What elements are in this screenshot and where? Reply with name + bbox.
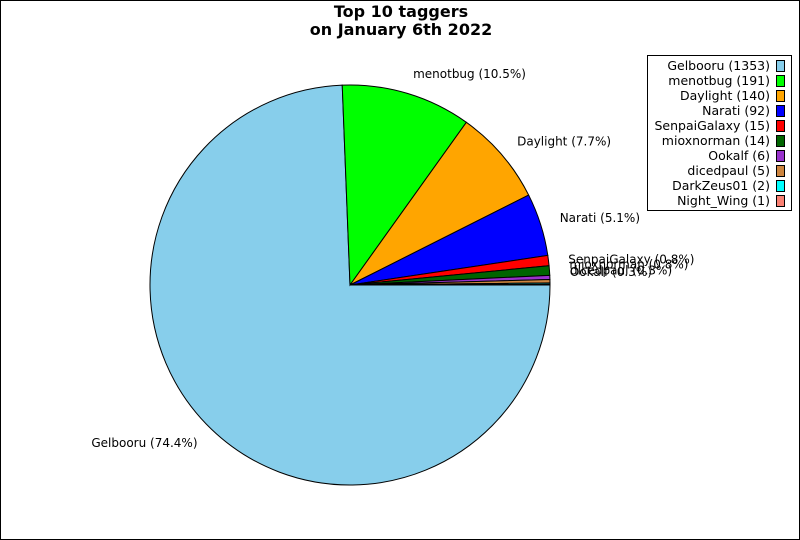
legend-label: SenpaiGalaxy (15) — [654, 118, 770, 133]
pie-label-menotbug: menotbug (10.5%) — [413, 67, 526, 81]
legend-item: menotbug (191) — [668, 73, 785, 88]
legend-swatch — [776, 59, 785, 72]
pie-label-mioxnorman: mioxnorman (0.8%) — [569, 258, 688, 272]
legend-label: Night_Wing (1) — [677, 193, 770, 208]
legend-swatch — [776, 164, 785, 177]
legend-swatch — [776, 74, 785, 87]
pie-label-ookalf: Ookalf (0.3%) — [570, 265, 652, 279]
chart-title: Top 10 taggers on January 6th 2022 — [1, 3, 800, 39]
legend-swatch — [776, 134, 785, 147]
legend-label: Gelbooru (1353) — [667, 58, 770, 73]
legend-label: mioxnorman (14) — [661, 133, 770, 148]
legend-label: Narati (92) — [702, 103, 770, 118]
pie-label-narati: Narati (5.1%) — [560, 211, 640, 225]
legend-label: menotbug (191) — [668, 73, 770, 88]
pie-label-gelbooru: Gelbooru (74.4%) — [91, 436, 197, 450]
chart-title-line-1: Top 10 taggers — [333, 2, 469, 21]
pie-label-senpaigalaxy: SenpaiGalaxy (0.8%) — [568, 253, 694, 267]
legend-label: dicedpaul (5) — [687, 163, 770, 178]
legend-item: dicedpaul (5) — [687, 163, 785, 178]
legend-label: DarkZeus01 (2) — [672, 178, 770, 193]
legend-item: DarkZeus01 (2) — [672, 178, 785, 193]
pie-slice-menotbug — [341, 84, 468, 287]
legend-label: Daylight (140) — [680, 88, 770, 103]
legend-item: Ookalf (6) — [708, 148, 785, 163]
legend-swatch — [776, 119, 785, 132]
pie-slice-daylight — [349, 121, 530, 286]
pie-label-daylight: Daylight (7.7%) — [517, 134, 611, 148]
legend-swatch — [776, 179, 785, 192]
legend-swatch — [776, 104, 785, 117]
legend-item: mioxnorman (14) — [662, 133, 785, 148]
legend-item: Narati (92) — [702, 103, 785, 118]
legend-item: Daylight (140) — [680, 88, 785, 103]
legend-swatch — [776, 194, 785, 207]
legend-swatch — [776, 89, 785, 102]
legend-label: Ookalf (6) — [708, 148, 770, 163]
chart-title-line-2: on January 6th 2022 — [309, 20, 493, 39]
pie-label-dicedpaul: dicedpaul (0.3%) — [570, 263, 672, 277]
pie-slice-night-wing — [349, 283, 551, 286]
legend-item: SenpaiGalaxy (15) — [654, 118, 785, 133]
legend-swatch — [776, 149, 785, 162]
legend: Gelbooru (1353) menotbug (191) Daylight (1… — [647, 55, 792, 211]
legend-item: Gelbooru (1353) — [667, 58, 785, 73]
legend-item: Night_Wing (1) — [677, 193, 785, 208]
